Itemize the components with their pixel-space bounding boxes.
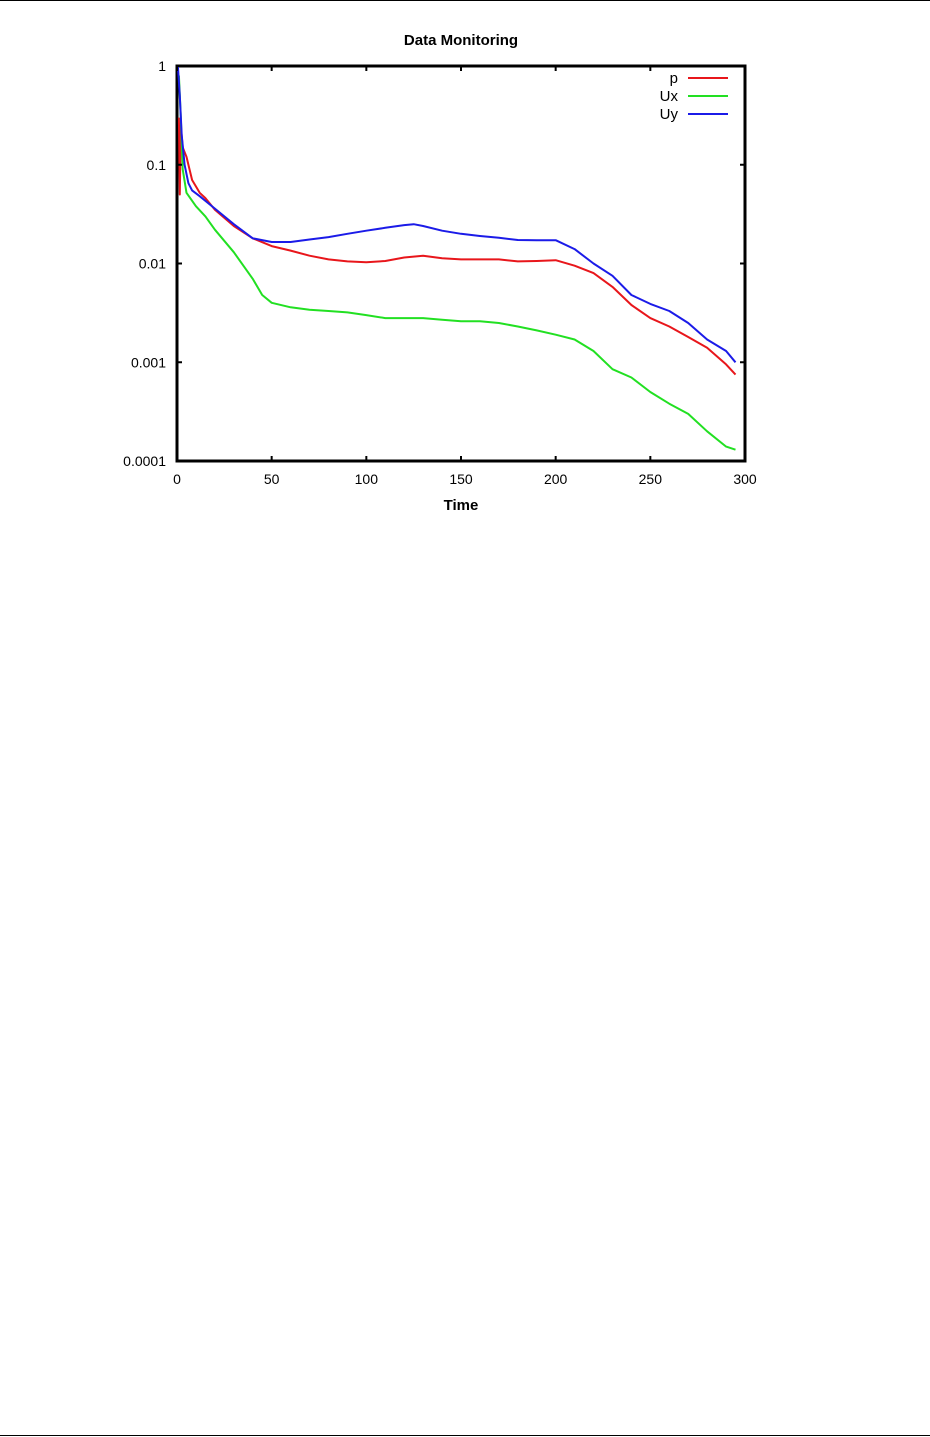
- y-tick-label: 0.0001: [123, 453, 166, 469]
- x-tick-label: 0: [173, 471, 181, 487]
- legend-label-p: p: [670, 70, 678, 87]
- series-line-ux: [177, 75, 736, 451]
- plot-frame: [175, 64, 747, 463]
- series-line-p: [177, 117, 737, 376]
- x-tick-label: 250: [639, 471, 663, 487]
- legend-label-ux: Ux: [660, 88, 679, 105]
- ticks-layer: [176, 65, 746, 462]
- x-tick-label: 100: [355, 471, 379, 487]
- plot-area: [175, 64, 747, 463]
- legend-label-uy: Uy: [660, 106, 679, 123]
- y-tick-label: 0.001: [131, 354, 166, 370]
- series-line-uy: [176, 65, 737, 363]
- x-tick-label: 300: [733, 471, 757, 487]
- y-tick-label: 0.01: [139, 256, 166, 272]
- chart-title: Data Monitoring: [404, 32, 518, 49]
- page-top-rule: [0, 0, 930, 1]
- y-tick-label: 0.1: [147, 157, 167, 173]
- series-layer: [176, 65, 737, 451]
- y-tick-label: 1: [158, 58, 166, 74]
- data-monitoring-chart: Data Monitoring 0 50 100 150 200 250 300 0.0001…: [123, 32, 757, 514]
- x-axis-label: Time: [444, 497, 479, 514]
- page-bottom-rule: [0, 1435, 930, 1436]
- tick-labels-layer: 0 50 100 150 200 250 300 0.0001 0.001 0.01 0.1 1: [123, 58, 757, 487]
- x-tick-label: 150: [449, 471, 473, 487]
- x-tick-label: 50: [264, 471, 280, 487]
- x-tick-label: 200: [544, 471, 568, 487]
